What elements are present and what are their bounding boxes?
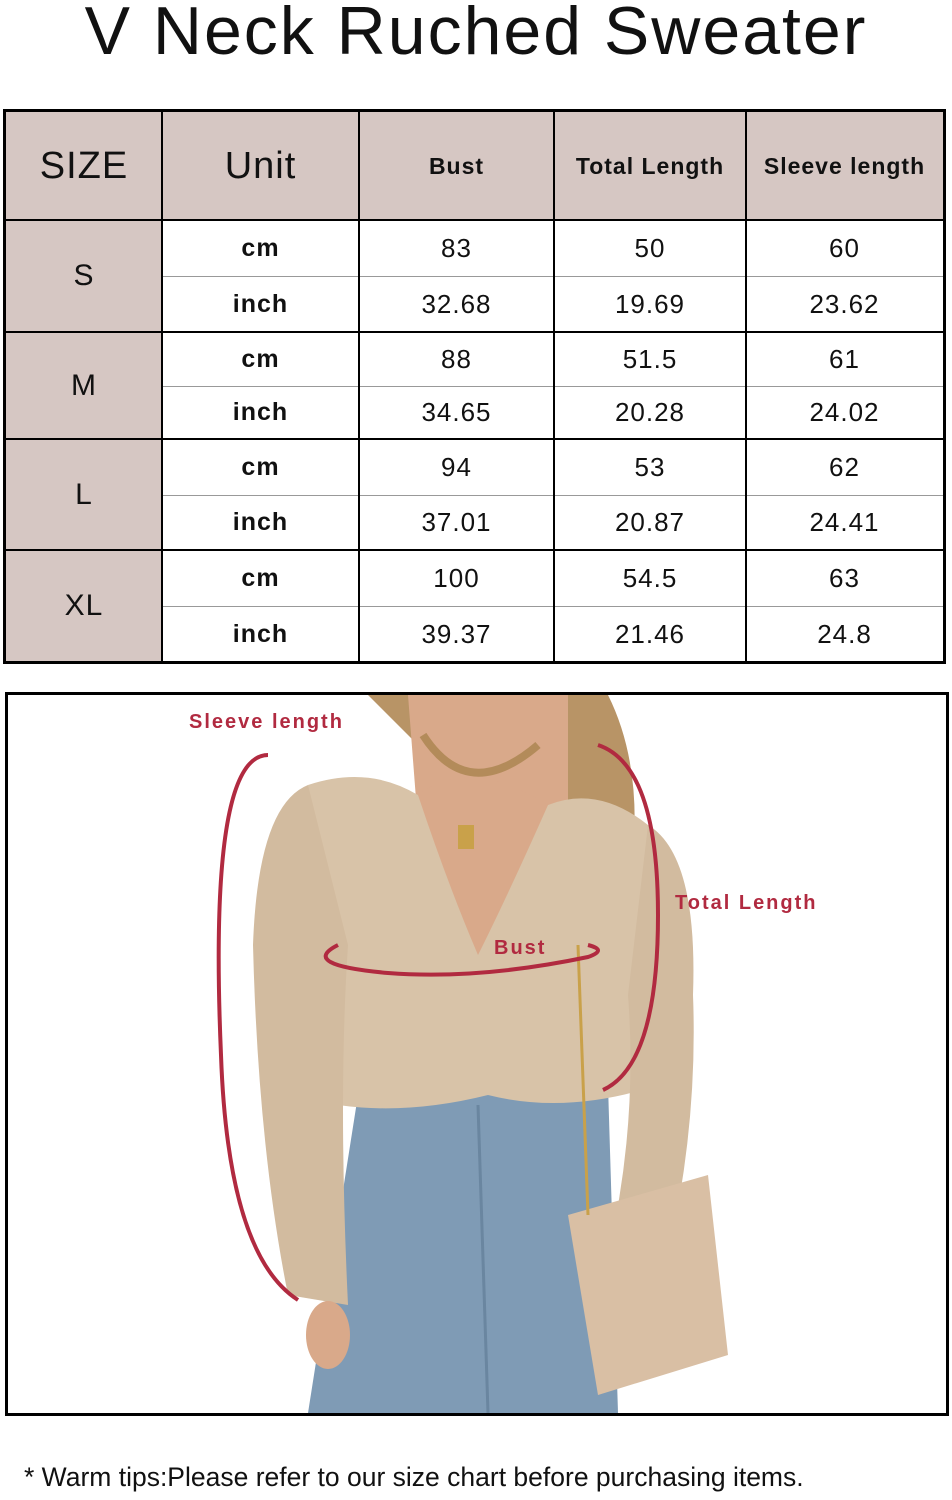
value-cell: 51.5 [622, 343, 678, 374]
unit-cell: inch [232, 619, 289, 648]
value-cell: 23.62 [809, 288, 880, 319]
total-length-marker [597, 743, 661, 1092]
unit-cell: cm [241, 344, 280, 373]
model-photo: Sleeve length Total Length Bust [5, 692, 949, 1416]
unit-cell: inch [232, 508, 289, 536]
value-cell: 63 [829, 562, 860, 593]
value-cell: 37.01 [421, 507, 492, 537]
row-divider [162, 495, 943, 496]
column-border [745, 112, 747, 662]
value-cell: 88 [441, 343, 472, 374]
column-border [161, 112, 163, 662]
row-divider [162, 606, 943, 607]
row-border [6, 438, 943, 440]
row-divider [162, 386, 943, 387]
sleeve-length-label: Sleeve length [189, 711, 344, 733]
value-cell: 54.5 [622, 562, 678, 593]
value-cell: 20.28 [614, 397, 686, 427]
row-border [6, 549, 943, 551]
value-cell: 61 [829, 343, 860, 374]
header-cell: Bust [359, 112, 554, 220]
value-cell: 20.87 [614, 507, 686, 537]
model-illustration [216, 695, 728, 1413]
value-cell: 19.69 [614, 288, 686, 319]
total-length-label: Total Length [675, 892, 818, 914]
value-cell: 83 [441, 232, 472, 263]
unit-cell: cm [241, 452, 280, 481]
value-cell: 34.65 [421, 397, 492, 427]
header-cell: Unit [162, 112, 359, 220]
size-cell: XL [6, 550, 162, 662]
header-cell: SIZE [6, 112, 162, 220]
size-cell: L [6, 439, 162, 550]
row-border [6, 661, 943, 663]
value-cell: 62 [829, 451, 860, 482]
value-cell: 24.41 [809, 507, 880, 537]
value-cell: 94 [441, 451, 472, 482]
page-title: V Neck Ruched Sweater [84, 0, 868, 69]
header-cell: Total Length [554, 112, 746, 220]
value-cell: 24.8 [817, 618, 872, 649]
row-border [6, 331, 943, 333]
value-cell: 32.68 [421, 288, 492, 319]
size-cell: S [6, 220, 162, 332]
value-cell: 39.37 [421, 618, 492, 649]
row-border [6, 219, 943, 221]
size-cell: M [6, 332, 162, 439]
value-cell: 60 [829, 232, 860, 263]
header-cell: Sleeve length [746, 112, 943, 220]
warm-tip-note: * Warm tips:Please refer to our size cha… [24, 1462, 804, 1492]
sleeve-length-marker [216, 753, 300, 1302]
bust-marker [323, 943, 600, 977]
value-cell: 50 [634, 232, 666, 263]
row-divider [162, 276, 943, 277]
value-cell: 100 [433, 562, 480, 593]
bust-label: Bust [494, 937, 547, 959]
unit-cell: inch [232, 398, 289, 426]
unit-cell: cm [241, 233, 280, 262]
value-cell: 53 [634, 451, 666, 482]
column-border [553, 112, 555, 662]
unit-cell: inch [232, 289, 289, 318]
column-border [358, 112, 360, 662]
value-cell: 21.46 [614, 618, 686, 649]
unit-cell: cm [241, 563, 280, 592]
value-cell: 24.02 [809, 397, 880, 427]
